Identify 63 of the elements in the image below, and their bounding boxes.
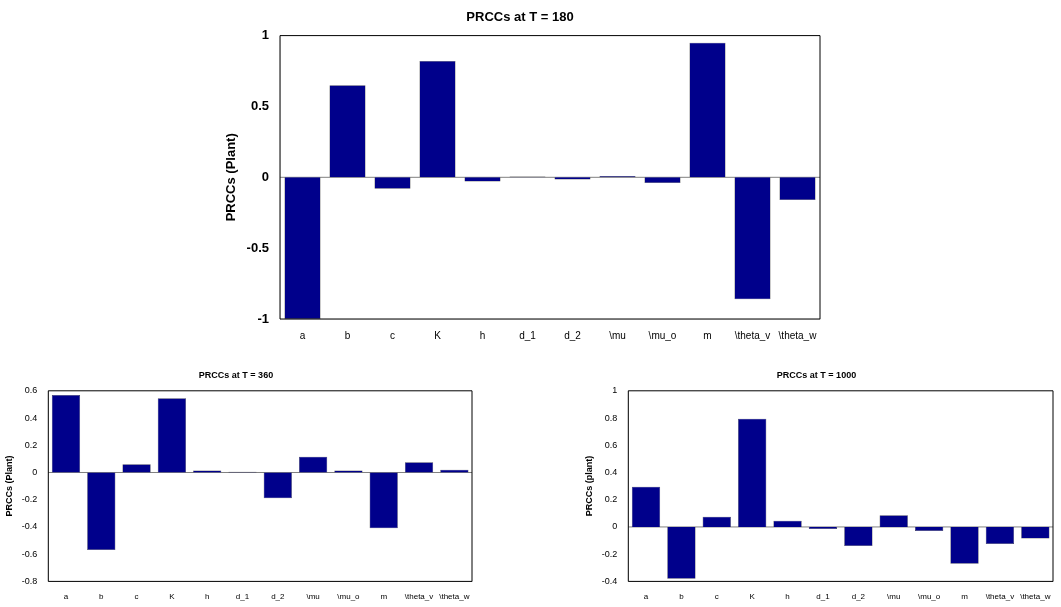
- x-tick-label: d_1: [235, 592, 250, 602]
- x-tick-label: h: [479, 329, 486, 341]
- x-tick-label: \mu: [609, 329, 626, 341]
- y-axis-title: PRCCs (plant): [583, 455, 594, 517]
- x-tick-label: \theta_w: [439, 592, 470, 602]
- y-tick-label: 1: [612, 385, 618, 396]
- y-tick-label: 0.2: [604, 494, 618, 505]
- y-tick-label: 0: [32, 466, 38, 477]
- x-tick-label: c: [134, 592, 139, 602]
- y-tick-label: -0.8: [21, 575, 38, 586]
- x-tick-label: b: [679, 592, 685, 602]
- x-tick-label: \theta_v: [404, 592, 434, 602]
- y-tick-label: -0.2: [21, 494, 38, 505]
- y-axis-title: PRCCs (Plant): [223, 133, 239, 222]
- x-tick-label: K: [169, 592, 176, 602]
- x-tick-label: a: [299, 329, 306, 341]
- x-tick-label: \mu_o: [337, 592, 361, 602]
- y-tick-label: 0.2: [24, 439, 38, 450]
- y-tick-label: 0: [261, 168, 269, 184]
- x-tick-label: \theta_w: [778, 329, 818, 341]
- x-tick-label: d_2: [564, 329, 582, 341]
- x-tick-label: a: [643, 592, 649, 602]
- x-tick-label: d_2: [851, 592, 866, 602]
- y-tick-label: -0.2: [601, 548, 618, 559]
- chart-title: PRCCs at T = 1000: [776, 369, 857, 380]
- y-tick-label: 0.6: [604, 439, 618, 450]
- x-tick-label: b: [344, 329, 351, 341]
- x-tick-label: c: [390, 329, 395, 341]
- y-tick-label: 0.6: [24, 385, 38, 396]
- x-tick-label: m: [703, 329, 712, 341]
- x-tick-label: h: [785, 592, 790, 602]
- y-tick-label: 0.4: [604, 466, 618, 477]
- x-tick-label: c: [714, 592, 719, 602]
- y-tick-label: 0: [612, 521, 618, 532]
- x-tick-label: \mu_o: [918, 592, 941, 602]
- x-tick-label: \theta_w: [1020, 592, 1051, 602]
- y-tick-label: -1: [257, 310, 269, 326]
- y-tick-label: -0.4: [601, 575, 618, 586]
- y-tick-label: 0.8: [604, 412, 618, 423]
- x-tick-label: b: [99, 592, 105, 602]
- y-tick-label: -0.6: [21, 548, 38, 559]
- x-tick-label: \theta_v: [734, 329, 771, 341]
- y-tick-label: 0.4: [24, 412, 38, 423]
- y-tick-label: 1: [261, 27, 269, 43]
- x-tick-label: \theta_v: [985, 592, 1015, 602]
- x-tick-label: h: [204, 592, 210, 602]
- x-tick-label: d_1: [816, 592, 831, 602]
- y-tick-label: 0.5: [250, 98, 269, 114]
- x-tick-label: m: [380, 592, 388, 602]
- chart-title: PRCCs at T = 180: [466, 9, 574, 25]
- x-tick-label: \mu: [306, 592, 320, 602]
- chart-title: PRCCs at T = 360: [198, 369, 274, 380]
- x-tick-label: d_1: [519, 329, 537, 341]
- x-tick-label: K: [749, 592, 756, 602]
- x-tick-label: m: [961, 592, 969, 602]
- x-tick-label: \mu_o: [648, 329, 677, 341]
- x-tick-label: a: [63, 592, 69, 602]
- y-tick-label: -0.4: [21, 521, 38, 532]
- y-tick-label: -0.5: [246, 239, 269, 255]
- x-tick-label: \mu: [887, 592, 901, 602]
- y-axis-title: PRCCs (Plant): [3, 455, 14, 517]
- x-tick-label: d_2: [271, 592, 286, 602]
- x-tick-label: K: [434, 329, 442, 341]
